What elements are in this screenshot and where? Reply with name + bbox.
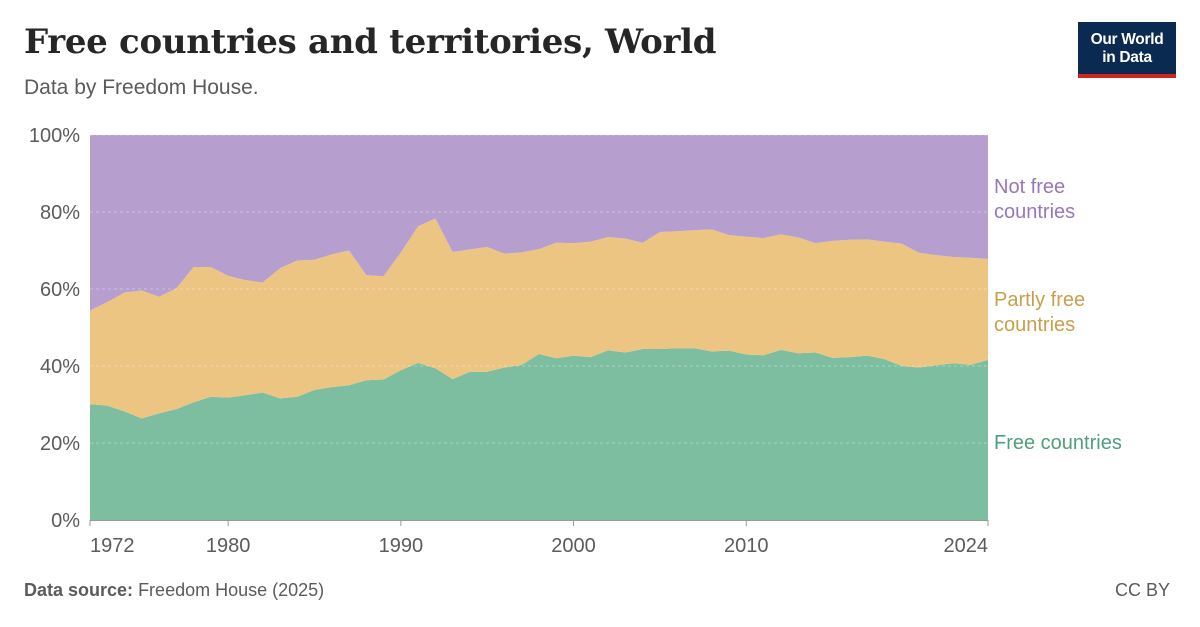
- x-tick-label: 2010: [724, 535, 769, 557]
- logo-line-2: in Data: [1102, 49, 1152, 66]
- legend-label-not-free-countries[interactable]: countries: [994, 201, 1075, 223]
- chart-title: Free countries and territories, World: [24, 22, 717, 62]
- data-source-label: Data source:: [24, 580, 134, 600]
- our-world-in-data-logo[interactable]: Our World in Data: [1078, 22, 1176, 78]
- chart-subtitle: Data by Freedom House.: [24, 76, 259, 99]
- area-partly-free-countries[interactable]: [90, 218, 988, 419]
- x-tick-label: 1990: [379, 535, 424, 557]
- y-tick-label: 100%: [29, 125, 80, 147]
- y-tick-label: 20%: [40, 433, 80, 455]
- legend-label-partly-free-countries[interactable]: Partly free: [994, 289, 1085, 311]
- area-free-countries[interactable]: [90, 348, 988, 520]
- y-tick-label: 80%: [40, 202, 80, 224]
- y-tick-label: 60%: [40, 279, 80, 301]
- logo-line-1: Our World: [1090, 31, 1164, 48]
- legend-label-partly-free-countries[interactable]: countries: [994, 314, 1075, 336]
- y-tick-label: 0%: [51, 510, 80, 532]
- data-source: Data source: Freedom House (2025): [24, 580, 324, 601]
- area-not-free-countries[interactable]: [90, 135, 988, 311]
- x-tick-label: 2000: [551, 535, 596, 557]
- legend-label-not-free-countries[interactable]: Not free: [994, 176, 1065, 198]
- data-source-text: Freedom House (2025): [138, 580, 325, 600]
- x-tick-label: 1972: [90, 535, 135, 557]
- legend-label-free-countries[interactable]: Free countries: [994, 432, 1122, 454]
- y-tick-label: 40%: [40, 356, 80, 378]
- license-link[interactable]: CC BY: [1114, 580, 1170, 600]
- x-tick-label: 2024: [944, 535, 989, 557]
- x-tick-label: 1980: [206, 535, 251, 557]
